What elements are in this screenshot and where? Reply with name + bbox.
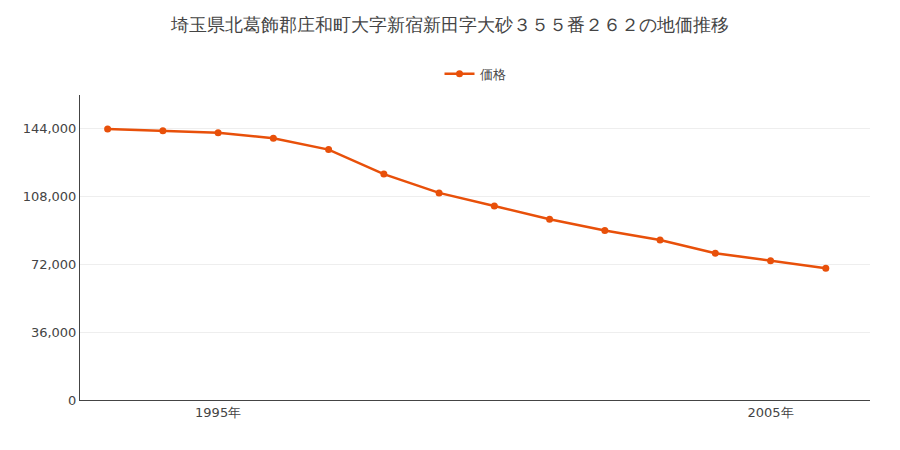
svg-text:108,000: 108,000 [23, 189, 77, 204]
svg-text:36,000: 36,000 [31, 325, 77, 340]
svg-text:2005年: 2005年 [748, 405, 794, 420]
svg-text:0: 0 [68, 393, 76, 408]
svg-text:72,000: 72,000 [31, 257, 77, 272]
svg-text:埼玉県北葛飾郡庄和町大字新宿新田字大砂３５５番２６２の地価推: 埼玉県北葛飾郡庄和町大字新宿新田字大砂３５５番２６２の地価推移 [170, 14, 729, 35]
svg-text:1995年: 1995年 [195, 405, 241, 420]
svg-text:144,000: 144,000 [23, 121, 77, 136]
svg-text:価格: 価格 [480, 67, 506, 82]
